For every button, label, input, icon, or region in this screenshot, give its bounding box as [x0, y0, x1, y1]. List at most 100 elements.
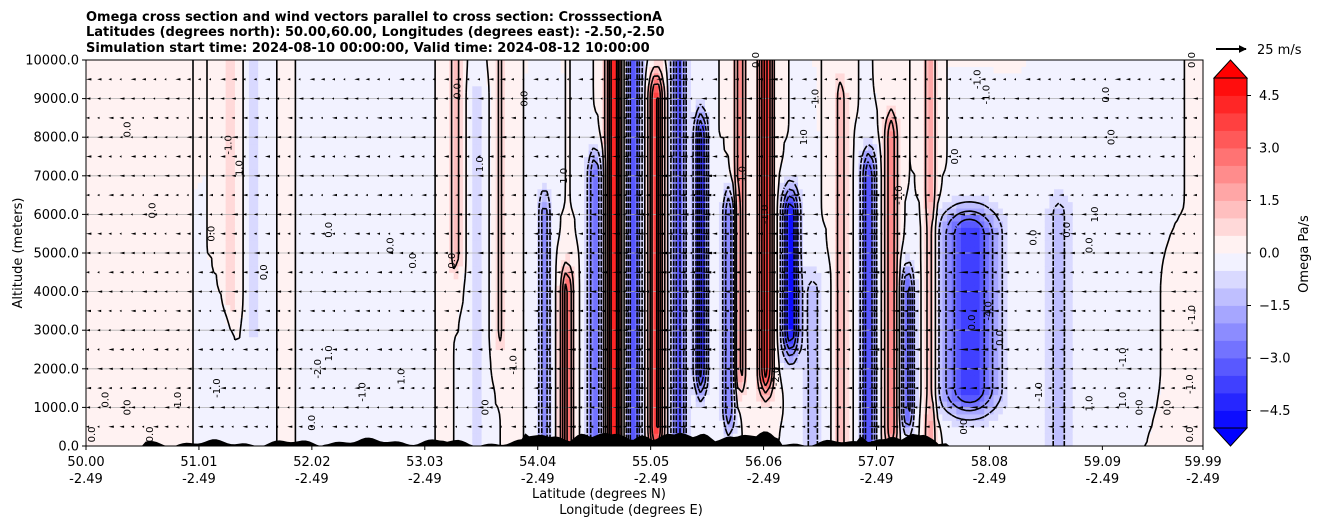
- omega-cell: [207, 175, 213, 183]
- omega-cell: [397, 388, 404, 396]
- omega-cell: [318, 433, 324, 441]
- omega-cell: [169, 420, 176, 428]
- omega-cell: [118, 426, 124, 434]
- omega-cell: [155, 60, 162, 68]
- omega-cell: [220, 60, 227, 68]
- omega-cell: [393, 117, 399, 125]
- omega-cell: [360, 381, 366, 389]
- omega-cell: [472, 400, 478, 408]
- omega-cell: [253, 195, 259, 203]
- omega-cell: [132, 143, 138, 151]
- omega-cell: [309, 98, 315, 106]
- omega-cell: [197, 304, 203, 312]
- omega-cell: [421, 394, 427, 402]
- omega-cell: [467, 355, 473, 363]
- omega-cell: [239, 233, 245, 241]
- omega-cell: [439, 72, 445, 80]
- omega-cell: [225, 265, 231, 273]
- omega-cell: [225, 291, 231, 299]
- omega-cell: [309, 265, 315, 273]
- omega-cell: [346, 368, 352, 376]
- omega-cell: [174, 426, 180, 434]
- omega-cell: [272, 137, 278, 145]
- omega-cell: [402, 291, 408, 299]
- omega-cell: [295, 349, 301, 357]
- omega-cell: [346, 394, 352, 402]
- omega-cell: [141, 162, 148, 170]
- omega-cell: [146, 323, 152, 331]
- omega-cell: [472, 413, 478, 421]
- omega-cell: [360, 246, 366, 254]
- omega-cell: [248, 117, 255, 125]
- omega-cell: [174, 433, 180, 441]
- omega-cell: [374, 394, 380, 402]
- omega-cell: [328, 368, 334, 376]
- omega-cell: [165, 310, 171, 318]
- omega-cell: [318, 175, 324, 183]
- omega-cell: [379, 336, 385, 344]
- omega-cell: [467, 240, 473, 248]
- omega-cell: [286, 272, 292, 280]
- omega-cell: [337, 310, 343, 318]
- omega-cell: [113, 92, 120, 100]
- omega-cell: [137, 381, 143, 389]
- omega-cell: [179, 317, 185, 325]
- omega-cell: [193, 92, 199, 100]
- omega-cell: [393, 420, 399, 428]
- omega-cell: [346, 349, 352, 357]
- omega-cell: [272, 246, 278, 254]
- omega-cell: [253, 330, 259, 338]
- omega-cell: [211, 92, 217, 100]
- omega-cell: [262, 259, 269, 267]
- omega-cell: [323, 214, 329, 222]
- omega-cell: [118, 85, 124, 93]
- omega-cell: [318, 182, 324, 190]
- omega-cell: [155, 79, 162, 87]
- omega-cell: [216, 310, 222, 318]
- omega-cell: [407, 278, 413, 286]
- omega-cell: [360, 188, 366, 196]
- omega-cell: [146, 137, 152, 145]
- omega-cell: [341, 285, 348, 293]
- omega-cell: [183, 175, 189, 183]
- omega-cell: [244, 220, 250, 228]
- omega-cell: [351, 368, 357, 376]
- omega-cell: [99, 92, 106, 100]
- omega-cell: [151, 182, 157, 190]
- omega-cell: [197, 111, 203, 119]
- omega-cell: [99, 98, 106, 106]
- omega-cell: [202, 394, 208, 402]
- omega-cell: [341, 336, 348, 344]
- omega-cell: [118, 317, 124, 325]
- omega-cell: [337, 137, 343, 145]
- omega-cell: [369, 195, 376, 203]
- omega-cell: [230, 60, 236, 68]
- omega-cell: [337, 162, 343, 170]
- omega-cell: [374, 169, 380, 177]
- omega-cell: [304, 214, 310, 222]
- omega-cell: [216, 355, 222, 363]
- omega-cell: [304, 304, 310, 312]
- omega-cell: [360, 259, 366, 267]
- omega-cell: [337, 79, 343, 87]
- omega-cell: [304, 259, 310, 267]
- omega-cell: [211, 85, 217, 93]
- omega-cell: [332, 150, 338, 158]
- omega-cell: [244, 265, 250, 273]
- omega-cell: [369, 298, 376, 306]
- omega-cell: [123, 336, 129, 344]
- omega-cell: [472, 375, 478, 383]
- omega-cell: [127, 85, 134, 93]
- omega-cell: [309, 298, 315, 306]
- omega-cell: [211, 195, 217, 203]
- omega-cell: [267, 85, 273, 93]
- omega-cell: [216, 375, 222, 383]
- omega-cell: [211, 407, 217, 415]
- omega-cell: [169, 355, 176, 363]
- omega-cell: [183, 426, 189, 434]
- omega-cell: [239, 117, 245, 125]
- omega-cell: [225, 98, 231, 106]
- omega-cell: [248, 79, 255, 87]
- omega-cell: [169, 175, 176, 183]
- omega-cell: [239, 105, 245, 113]
